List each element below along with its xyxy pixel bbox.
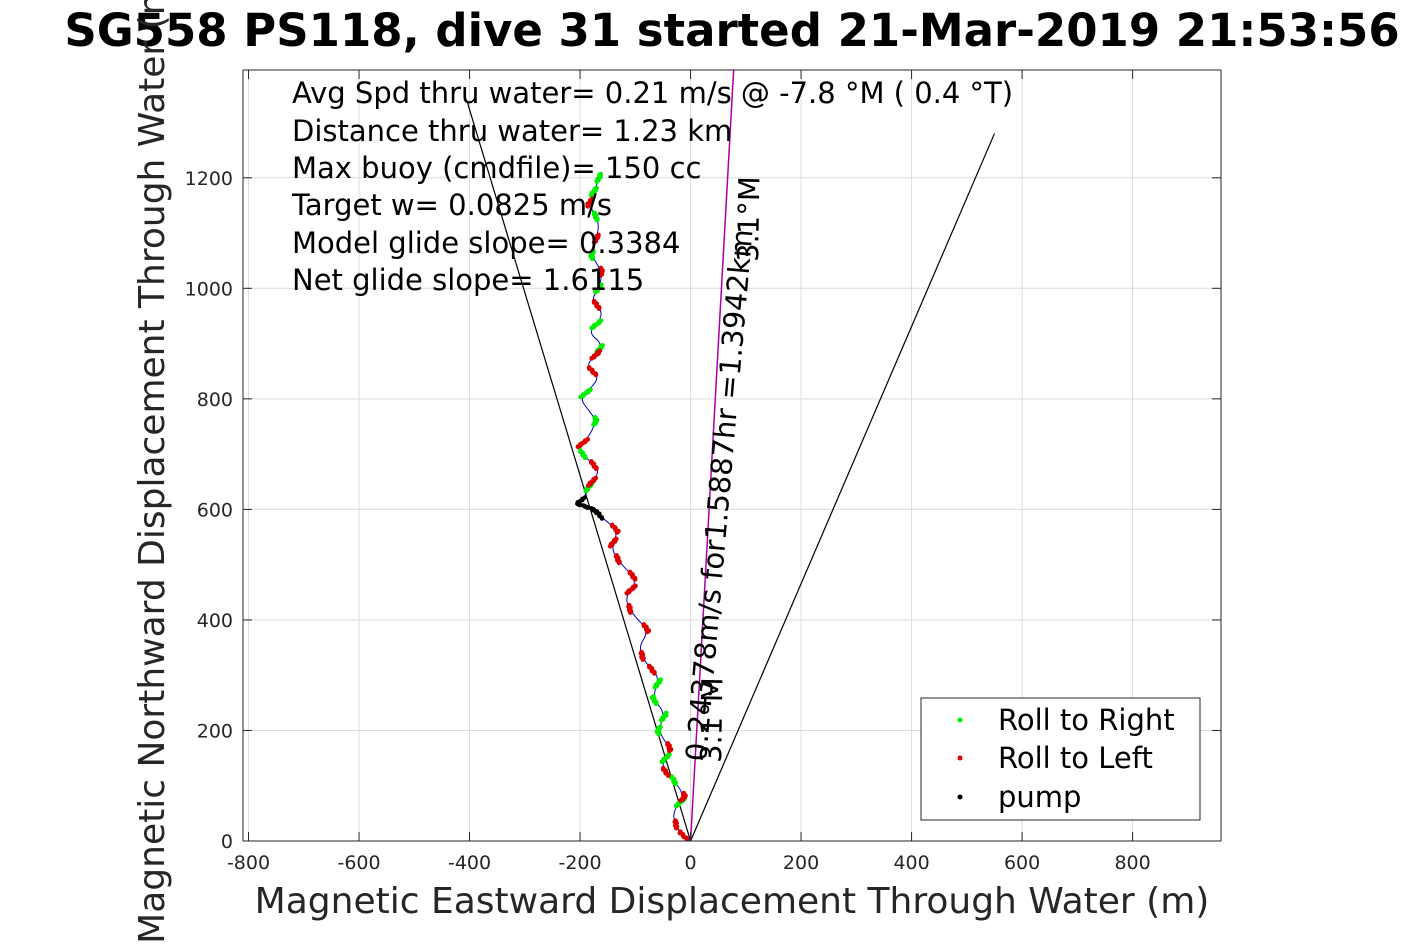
roll-right-marker — [658, 724, 663, 730]
roll-right-markers — [577, 171, 688, 809]
pump-marker — [582, 504, 587, 509]
roll-left-marker — [647, 663, 652, 669]
roll-left-marker — [597, 348, 603, 354]
roll-left-marker — [641, 622, 647, 627]
annotation-target-w: Target w= 0.0825 m/s — [291, 188, 612, 222]
roll-left-marker — [660, 765, 666, 771]
current-vector-line — [689, 69, 735, 842]
roll-left-marker — [627, 569, 633, 575]
annotation-distance: Distance thru water= 1.23 km — [292, 114, 732, 148]
tick-marks — [243, 70, 1221, 842]
y-tick-label: 200 — [197, 720, 233, 742]
y-tick-label: 800 — [197, 389, 233, 411]
x-tick-labels: -800 -600 -400 -200 0 200 400 600 800 — [227, 852, 1151, 874]
roll-right-marker — [594, 185, 599, 191]
y-tick-label: 1200 — [185, 168, 233, 190]
legend-label-pump: pump — [998, 780, 1081, 814]
legend-label-roll-left: Roll to Left — [998, 741, 1153, 775]
y-tick-label: 0 — [221, 831, 233, 853]
roll-right-marker — [663, 710, 669, 716]
roll-left-marker — [598, 265, 604, 271]
vector-label-heading-bottom: 3.1°M — [694, 677, 729, 763]
roll-right-marker — [651, 694, 656, 699]
y-tick-label: 400 — [197, 610, 233, 632]
roll-left-marker — [593, 475, 599, 481]
vector-label-heading-top: 3.1°M — [731, 176, 766, 262]
x-tick-label: -800 — [227, 852, 270, 874]
roll-right-marker — [588, 387, 593, 393]
y-axis-label: Magnetic Northward Displacement Through … — [132, 0, 173, 944]
x-tick-label: 800 — [1114, 852, 1150, 874]
roll-left-marker — [681, 790, 687, 796]
roll-right-marker — [598, 282, 604, 288]
roll-left-marker — [614, 553, 619, 558]
x-tick-label: -400 — [448, 852, 491, 874]
x-tick-label: 600 — [1004, 852, 1040, 874]
legend: Roll to Right Roll to Left pump — [920, 697, 1201, 821]
roll-left-marker — [673, 818, 678, 824]
roll-left-marker — [586, 365, 592, 370]
roll-right-marker — [598, 171, 603, 177]
axes-box — [242, 69, 1222, 842]
y-tick-labels: 0 200 400 600 800 1000 1200 — [185, 168, 233, 853]
glide-cone — [466, 100, 996, 842]
annotation-net-glide-slope: Net glide slope= 1.6115 — [292, 263, 644, 297]
chart-title: SG558 PS118, dive 31 started 21-Mar-2019… — [64, 4, 1399, 57]
legend-marker-roll-right — [957, 717, 963, 723]
pump-markers — [575, 495, 605, 521]
roll-left-marker — [591, 298, 597, 304]
x-axis-label: Magnetic Eastward Displacement Through W… — [255, 881, 1210, 922]
y-tick-label: 600 — [197, 499, 233, 521]
glide-cone-right — [690, 133, 996, 842]
x-tick-label: 200 — [783, 852, 819, 874]
pump-marker — [590, 506, 596, 512]
roll-left-marker — [677, 829, 683, 835]
roll-left-marker — [639, 649, 644, 655]
pump-marker — [582, 495, 588, 500]
legend-label-roll-right: Roll to Right — [998, 703, 1175, 737]
roll-right-marker — [598, 318, 604, 323]
legend-marker-roll-left — [957, 755, 963, 761]
glide-cone-left — [466, 100, 692, 842]
y-tick-label: 1000 — [185, 278, 233, 300]
roll-right-marker — [592, 414, 598, 420]
roll-left-markers — [575, 196, 690, 842]
roll-right-marker — [600, 343, 605, 348]
roll-left-marker — [585, 437, 591, 442]
roll-left-marker — [626, 602, 632, 608]
roll-left-marker — [589, 196, 595, 202]
roll-left-marker — [613, 536, 619, 542]
roll-right-marker — [591, 249, 596, 254]
x-tick-label: 0 — [685, 852, 697, 874]
annotation-avg-speed: Avg Spd thru water= 0.21 m/s @ -7.8 °M (… — [292, 76, 1013, 110]
annotation-model-glide-slope: Model glide slope= 0.3384 — [292, 226, 680, 260]
roll-left-marker — [589, 459, 594, 464]
roll-right-marker — [592, 210, 597, 216]
legend-marker-pump — [957, 794, 963, 800]
roll-right-marker — [577, 448, 583, 453]
roll-left-marker — [609, 522, 615, 528]
roll-left-marker — [665, 740, 671, 746]
roll-left-marker — [633, 583, 638, 589]
x-tick-label: 400 — [893, 852, 929, 874]
roll-right-marker — [666, 752, 672, 757]
roll-left-marker — [596, 232, 601, 238]
x-tick-label: -200 — [558, 852, 601, 874]
annotation-max-buoy: Max buoy (cmdfile)= 150 cc — [292, 151, 701, 185]
annotation-block: Avg Spd thru water= 0.21 m/s @ -7.8 °M (… — [291, 76, 1013, 297]
x-tick-label: -600 — [337, 852, 380, 874]
roll-right-marker — [658, 677, 663, 683]
legend-box — [920, 697, 1201, 821]
